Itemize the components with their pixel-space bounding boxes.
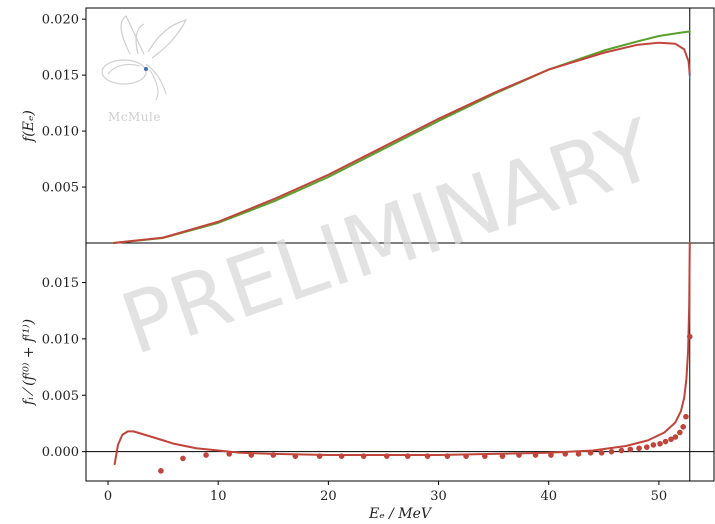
data-point — [424, 453, 431, 459]
data-point — [226, 451, 233, 457]
data-point — [360, 453, 367, 459]
data-point — [270, 452, 277, 458]
data-point — [316, 453, 323, 459]
y-tick-label: 0.020 — [42, 13, 79, 28]
mcmule-logo: McMule — [101, 15, 188, 124]
data-point — [499, 453, 506, 459]
logo-dot — [144, 67, 148, 71]
y-tick-label: 0.010 — [42, 332, 79, 347]
top-plot-area — [112, 8, 691, 244]
data-point — [404, 453, 411, 459]
data-point — [383, 453, 390, 459]
data-point — [627, 446, 634, 453]
y-tick-label: 0.015 — [42, 69, 79, 84]
data-point — [643, 444, 650, 450]
y-tick-label: 0.005 — [42, 181, 79, 196]
data-point — [680, 424, 686, 430]
data-point — [180, 455, 186, 462]
top-y-axis-label: f(Eₑ) — [21, 110, 37, 143]
data-point — [532, 452, 539, 458]
data-point — [482, 453, 488, 459]
data-point — [158, 468, 164, 474]
x-axis-label: Eₑ / MeV — [368, 506, 433, 522]
data-point — [463, 453, 469, 459]
series-line-red — [113, 242, 691, 466]
x-tick-label: 40 — [540, 489, 557, 504]
data-point — [516, 452, 522, 458]
data-point — [575, 451, 582, 457]
x-tick-label: 0 — [104, 489, 112, 504]
data-point — [598, 450, 605, 456]
data-point — [657, 440, 663, 447]
data-point — [668, 436, 674, 443]
bottom-panel-frame — [85, 242, 715, 482]
data-point — [248, 452, 255, 458]
data-point — [677, 429, 683, 436]
bottom-plot-area — [86, 242, 714, 481]
data-point — [608, 448, 615, 455]
x-tick-label: 10 — [210, 489, 227, 504]
data-point — [292, 453, 299, 459]
y-tick-label: 0.005 — [42, 389, 79, 404]
axes-layer: 0.005 0.010 0.015 0.020 0.000 0.005 0.010 0.015… — [42, 13, 667, 504]
series-line-green — [112, 30, 691, 244]
data-point — [203, 452, 209, 458]
series-line-red — [112, 41, 691, 244]
x-tick-label: 50 — [651, 489, 668, 504]
y-tick-label: 0.000 — [42, 445, 79, 460]
y-tick-label: 0.010 — [42, 125, 79, 140]
data-point — [636, 445, 642, 452]
data-point — [338, 453, 345, 459]
bottom-y-axis-label: fᵢ ⁄ (f⁽⁰⁾ + f⁽¹⁾) — [21, 319, 37, 406]
data-point — [444, 453, 451, 459]
data-point — [650, 442, 657, 448]
y-tick-label: 0.015 — [42, 276, 79, 291]
x-tick-label: 20 — [320, 489, 337, 504]
data-point — [562, 451, 569, 457]
data-point — [662, 438, 669, 445]
data-point — [548, 452, 554, 458]
data-point — [587, 450, 594, 456]
logo-text: McMule — [108, 110, 161, 124]
data-point — [618, 447, 625, 454]
data-point — [683, 413, 689, 420]
watermark: PRELIMINARY — [110, 100, 668, 374]
data-point — [672, 434, 679, 440]
x-tick-label: 30 — [430, 489, 447, 504]
data-point — [686, 333, 693, 340]
